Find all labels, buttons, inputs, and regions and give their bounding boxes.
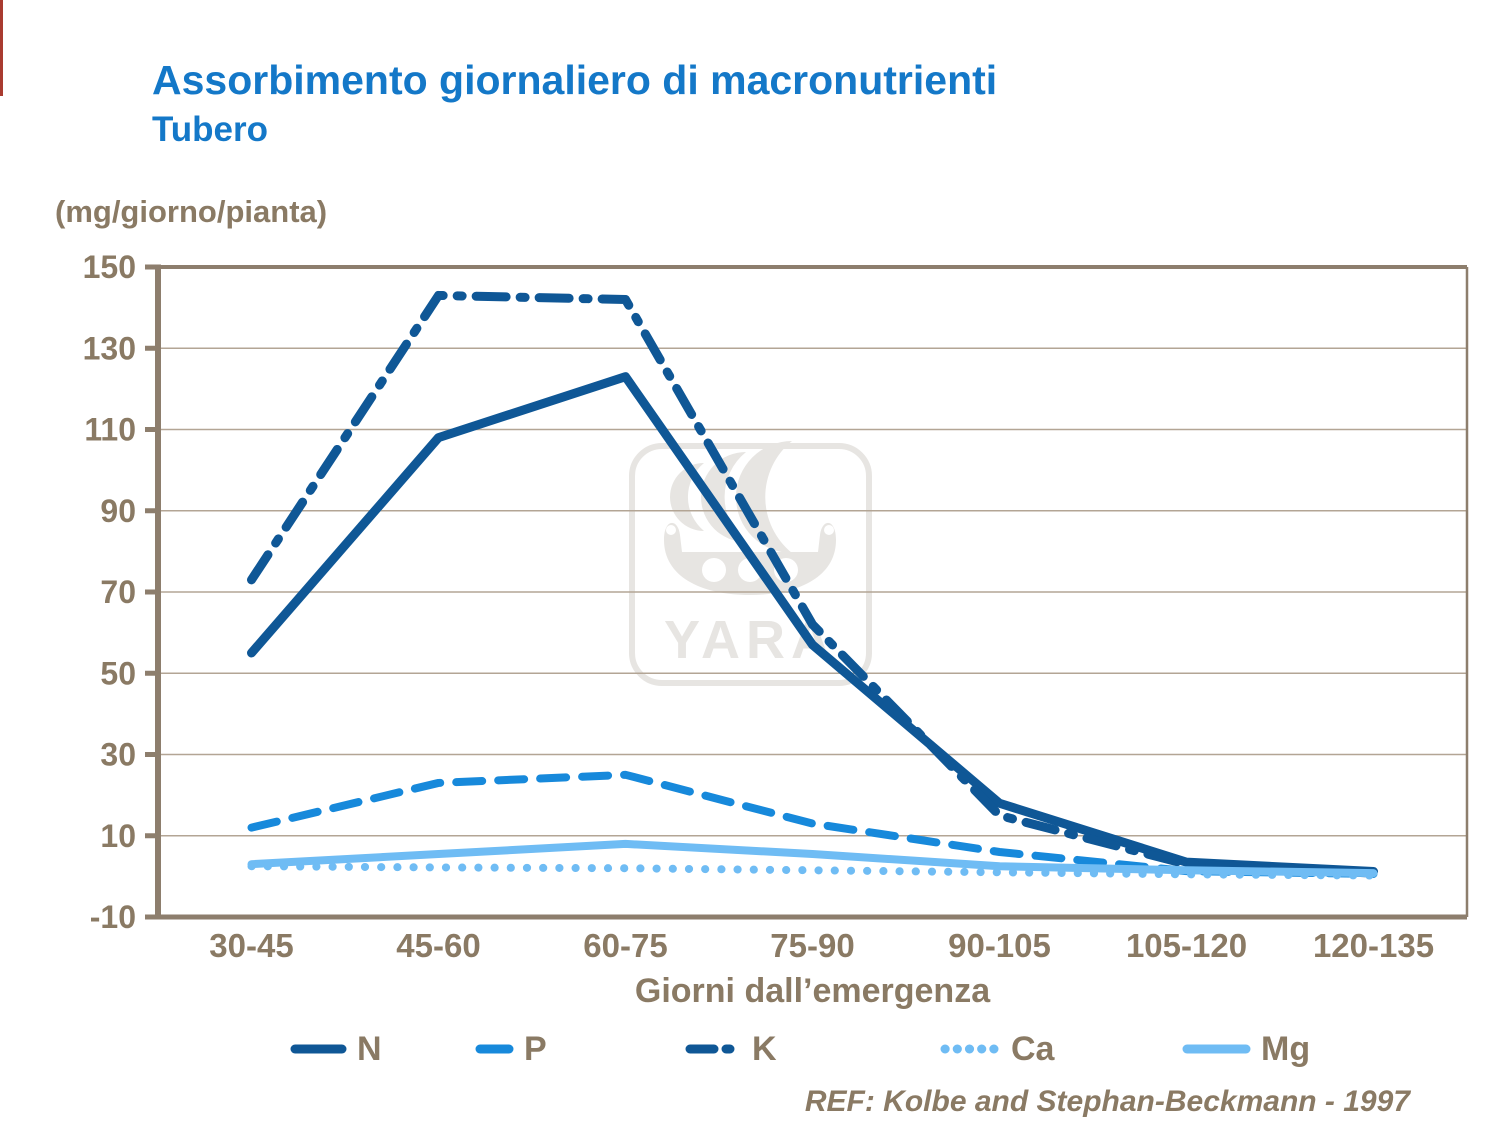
x-tick-label: 60-75 — [583, 927, 667, 964]
legend-key-Mg — [1182, 1044, 1251, 1054]
legend-key-P — [475, 1044, 514, 1054]
chart-title: Assorbimento giornaliero di macronutrien… — [152, 57, 998, 103]
legend-label-K: K — [752, 1029, 777, 1068]
watermark-porthole — [702, 558, 726, 582]
y-tick-label: 50 — [100, 655, 136, 691]
legend-item-P: P — [475, 1030, 547, 1068]
slide-edge-artifact — [0, 0, 3, 96]
y-axis-tick — [145, 427, 161, 432]
y-axis-tick — [145, 914, 161, 920]
legend-item-K: K — [685, 1030, 777, 1068]
y-axis-tick — [145, 508, 161, 514]
x-tick-label: 90-105 — [948, 927, 1051, 964]
y-axis-tick — [145, 589, 161, 595]
watermark-sail-2 — [701, 452, 746, 542]
y-axis-tick — [145, 670, 161, 676]
watermark-text: YARA — [664, 610, 836, 670]
y-axis-tick — [145, 752, 161, 757]
x-axis-title: Giorni dall’emergenza — [634, 972, 991, 1010]
legend-label-N: N — [357, 1029, 382, 1068]
x-tick-label: 30-45 — [209, 927, 293, 964]
x-tick-label: 120-135 — [1313, 927, 1434, 964]
y-axis-tick — [145, 264, 161, 270]
watermark-sail-3 — [735, 440, 792, 553]
y-tick-label: 150 — [83, 249, 136, 285]
y-tick-label: 90 — [100, 493, 136, 529]
y-tick-label: -10 — [90, 899, 136, 935]
legend-key-N — [290, 1044, 347, 1054]
x-tick-label: 105-120 — [1126, 927, 1247, 964]
y-tick-label: 110 — [84, 412, 136, 448]
x-tick-label: 45-60 — [396, 927, 480, 964]
legend-key-Ca — [940, 1044, 1001, 1054]
legend-key-K — [685, 1044, 742, 1054]
chart-subtitle: Tubero — [152, 110, 269, 149]
watermark-stern-curl — [824, 525, 834, 535]
watermark-prow-curl — [666, 525, 676, 535]
series-line-K — [247, 290, 1378, 878]
legend-label-Ca: Ca — [1011, 1029, 1055, 1068]
y-tick-label: 70 — [100, 574, 136, 610]
legend-item-Mg: Mg — [1182, 1030, 1310, 1068]
series-line-N — [247, 372, 1378, 876]
legend-item-Ca: Ca — [940, 1030, 1054, 1068]
y-axis-unit-label: (mg/giorno/pianta) — [55, 194, 328, 229]
series-line-Mg — [247, 839, 1378, 878]
legend-label-Mg: Mg — [1261, 1029, 1311, 1068]
reference-note: REF: Kolbe and Stephan-Beckmann - 1997 — [804, 1085, 1410, 1118]
y-axis-tick — [145, 345, 161, 351]
legend-item-N: N — [290, 1030, 382, 1068]
x-tick-label: 75-90 — [770, 927, 854, 964]
y-tick-label: 130 — [83, 330, 136, 366]
y-tick-label: 30 — [100, 737, 136, 773]
y-tick-label: 10 — [100, 818, 136, 854]
y-axis-tick — [145, 833, 161, 839]
watermark-sail-1 — [670, 463, 704, 531]
legend-label-P: P — [524, 1029, 547, 1068]
watermark-frame — [629, 443, 872, 686]
